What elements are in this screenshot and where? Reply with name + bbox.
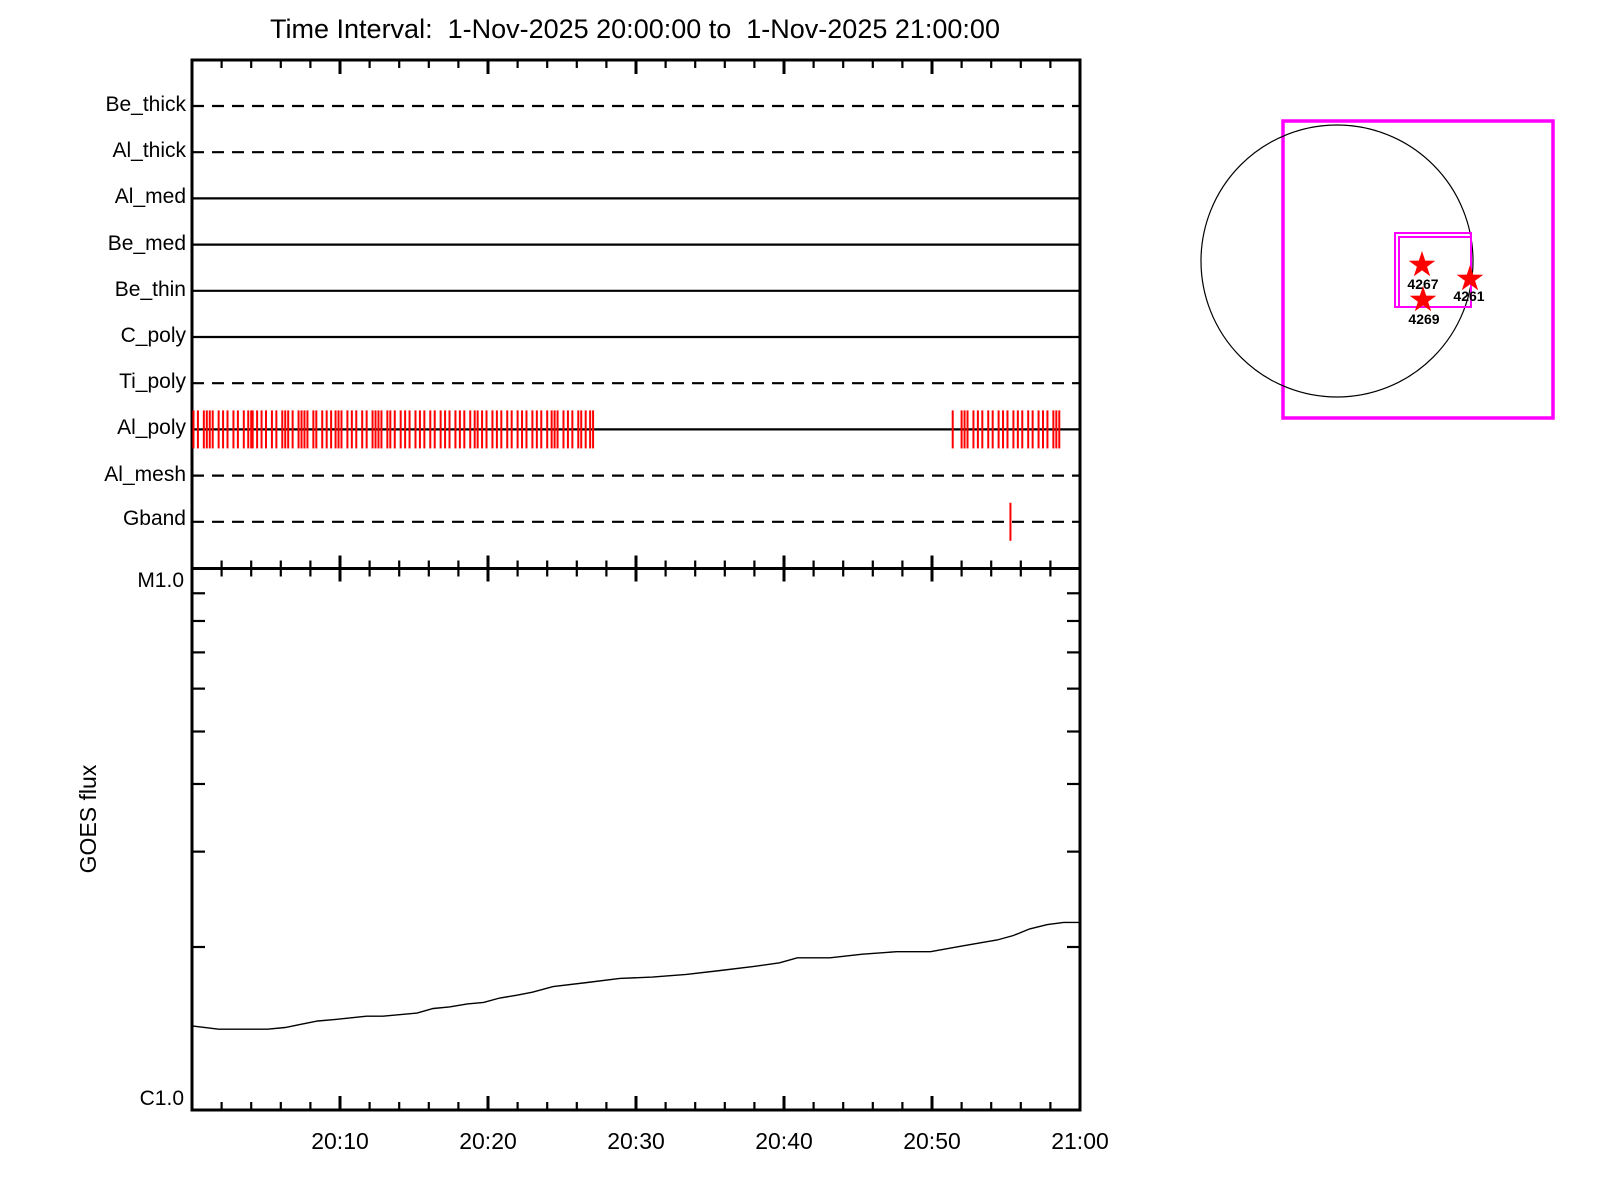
active-region-label-4261: 4261 xyxy=(1453,288,1485,304)
filter-label-c-poly: C_poly xyxy=(120,324,186,347)
goes-flux-curve xyxy=(191,921,1080,1030)
goes-y-bottom-label: C1.0 xyxy=(139,1087,184,1110)
active-region-star-4269 xyxy=(1409,286,1437,312)
fov-box-large xyxy=(1281,119,1555,420)
filter-timeline-rows xyxy=(192,104,1080,541)
goes-frame xyxy=(190,567,1082,1112)
x-tick-label-2010: 20:10 xyxy=(311,1128,369,1154)
al_poly-exposure-ticks xyxy=(192,410,1061,449)
active-region-star-4267 xyxy=(1408,251,1436,277)
active-region-label-4267: 4267 xyxy=(1407,276,1439,292)
filter-label-ti-poly: Ti_poly xyxy=(119,370,186,393)
page-title: Time Interval: 1-Nov-2025 20:00:00 to 1-… xyxy=(270,14,1000,44)
x-tick-label-2020: 20:20 xyxy=(459,1128,517,1154)
filter-label-al-med: Al_med xyxy=(114,185,186,208)
filter-label-al-poly: Al_poly xyxy=(117,416,186,439)
active-region-star-4261 xyxy=(1456,265,1484,291)
time-axis-ticks xyxy=(220,60,1052,1110)
x-tick-label-2030: 20:30 xyxy=(607,1128,665,1154)
active-region-label-4269: 4269 xyxy=(1408,311,1440,327)
x-tick-label-2100: 21:00 xyxy=(1051,1128,1109,1154)
timeline-frame xyxy=(190,58,1082,570)
goes-y-axis-title: GOES flux xyxy=(75,764,101,874)
solar-limb xyxy=(1200,124,1474,398)
x-tick-label-2050: 20:50 xyxy=(903,1128,961,1154)
filter-label-be-thick: Be_thick xyxy=(105,93,186,116)
filter-label-al-mesh: Al_mesh xyxy=(104,463,186,486)
goes-log-ticks xyxy=(192,592,1080,949)
goes-y-top-label: M1.0 xyxy=(137,569,184,592)
filter-label-gband: Gband xyxy=(122,507,186,530)
filter-label-be-thin: Be_thin xyxy=(114,278,186,301)
sun-map xyxy=(1200,119,1555,420)
x-tick-label-2040: 20:40 xyxy=(755,1128,813,1154)
filter-label-al-thick: Al_thick xyxy=(112,139,186,162)
filter-label-be-med: Be_med xyxy=(107,232,186,255)
